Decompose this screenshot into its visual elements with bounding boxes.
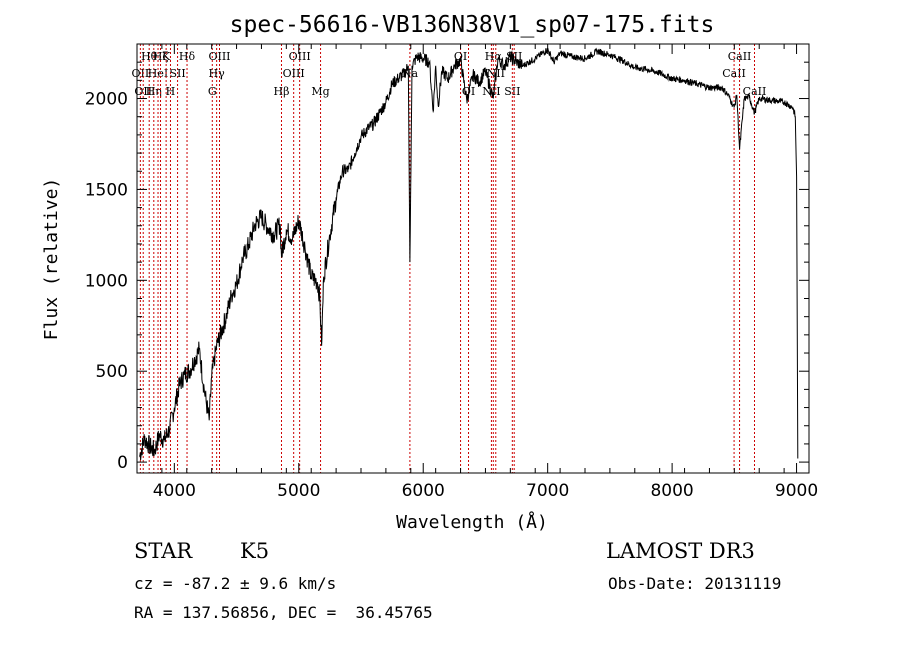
spectrum-chart: spec-56616-VB136N38V1_sp07-175.fits OII O… [41,12,818,533]
x-tick-label: 5000 [277,481,320,501]
spectral-line-label: OIII [208,50,230,63]
spectral-line-label: Mg [311,85,329,98]
spectral-line-label: SII [169,67,185,80]
spectral-line-label: CaII [722,67,746,80]
object-subclass: K5 [240,539,270,563]
spectral-line-label: H [166,85,176,98]
obs-date: Obs-Date: 20131119 [608,574,782,593]
y-tick-label: 0 [117,453,128,473]
y-tick-label: 1500 [85,180,128,200]
spectral-line-label: Hη [146,85,162,98]
spectral-line-label: Hδ [179,50,196,63]
y-tick-label: 1000 [85,271,128,291]
spectral-line-label: Hγ [209,67,226,80]
x-tick-label: 6000 [402,481,445,501]
y-axis-label: Flux (relative) [41,178,62,341]
spectral-line-label: K [162,50,171,63]
x-axis-label: Wavelength (Å) [396,511,548,533]
ra-dec: RA = 137.56856, DEC = 36.45765 [134,603,433,622]
survey-name: LAMOST DR3 [606,539,755,563]
spectral-line-label: OII [134,85,152,98]
object-class: STAR [134,539,193,563]
spectral-line-label: Hζ [153,50,169,63]
spectral-line-label: CaII [728,50,752,63]
tick-labels: 4000 5000 6000 7000 8000 9000 0 500 1000 1500 2000 [85,43,818,501]
redshift-cz: cz = -87.2 ± 9.6 km/s [134,574,337,593]
x-tick-label: 7000 [526,481,569,501]
spectral-line-label: Hβ [274,85,290,98]
chart-title: spec-56616-VB136N38V1_sp07-175.fits [230,12,715,38]
x-tick-label: 9000 [775,481,818,501]
spectral-line-label: G [208,85,217,98]
spectral-line-label: SII [504,85,520,98]
spectral-line-label: OIII [289,50,311,63]
x-tick-label: 4000 [153,481,196,501]
y-tick-label: 500 [96,362,128,382]
spectral-line-label: OIII [283,67,305,80]
spectral-line-label: OII [132,67,150,80]
y-tick-label: 2000 [85,90,128,110]
spectrum-line [139,47,799,461]
x-tick-label: 8000 [650,481,693,501]
spectral-line-label: HeI [148,67,168,80]
line-markers: OIIOIIHθHηHeIHζKHSIIHδGHγOIIIHβOIIIOIIIM… [132,44,766,473]
plot-frame [136,43,810,474]
